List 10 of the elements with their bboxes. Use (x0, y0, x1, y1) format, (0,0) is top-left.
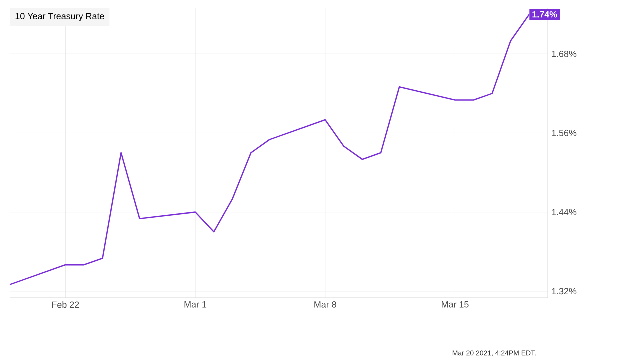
x-tick-label: Feb 22 (52, 302, 80, 308)
y-tick-label: 1.32% (552, 288, 577, 295)
data-label: 1.74% (532, 11, 558, 18)
x-tick-label: Mar 15 (442, 302, 469, 308)
x-tick-label: Mar 8 (314, 302, 336, 308)
y-tick-label: 1.68% (552, 50, 577, 58)
y-tick-label: 1.44% (552, 209, 577, 216)
y-tick-label: 1.56% (552, 130, 577, 136)
text: 10 Year Treasury Rate (16, 13, 104, 22)
x-tick-label: Mar 1 (184, 302, 207, 308)
